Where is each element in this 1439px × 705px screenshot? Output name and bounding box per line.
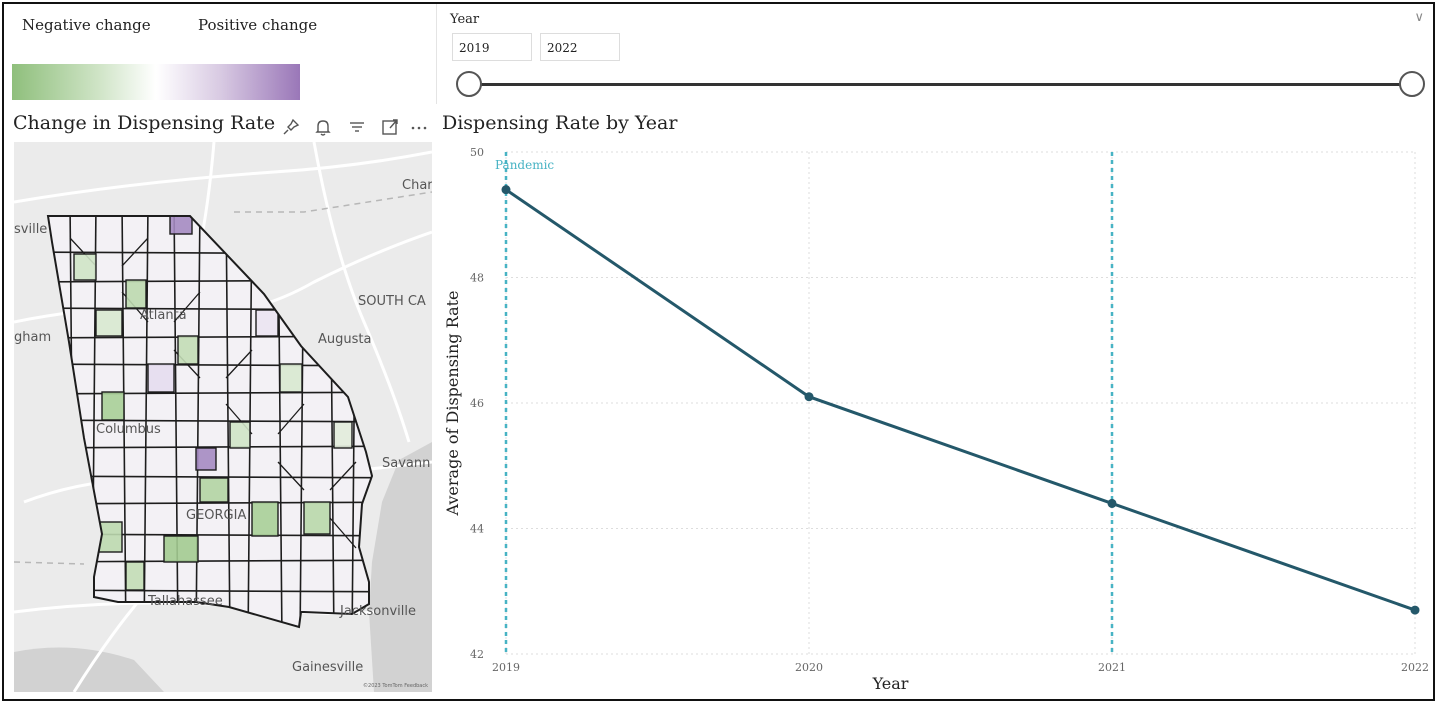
x-tick-label: 2020 bbox=[795, 661, 823, 674]
data-point[interactable] bbox=[1107, 498, 1117, 508]
data-point[interactable] bbox=[501, 185, 511, 195]
map-label-charlotte: Char bbox=[402, 178, 432, 193]
y-tick-label: 46 bbox=[470, 397, 484, 410]
map-label-nashville: sville bbox=[14, 222, 48, 237]
data-point[interactable] bbox=[804, 392, 814, 402]
map-label-jacksonville: Jacksonville bbox=[340, 604, 416, 619]
y-tick-label: 44 bbox=[470, 523, 484, 536]
focus-mode-icon[interactable] bbox=[379, 116, 401, 138]
georgia-outline bbox=[46, 215, 374, 629]
x-axis-title: Year bbox=[872, 674, 909, 693]
x-tick-label: 2021 bbox=[1098, 661, 1126, 674]
x-tick-label: 2022 bbox=[1401, 661, 1429, 674]
map-label-tallahassee: Tallahassee bbox=[148, 594, 223, 609]
slider-track[interactable] bbox=[468, 83, 1412, 86]
divider bbox=[436, 4, 437, 104]
slider-end-handle[interactable] bbox=[1399, 71, 1425, 97]
series-line bbox=[505, 188, 1416, 612]
map-title: Change in Dispensing Rate bbox=[13, 112, 276, 134]
map-label-augusta: Augusta bbox=[318, 332, 372, 347]
more-options-icon[interactable] bbox=[408, 116, 430, 138]
map-basemap bbox=[14, 142, 432, 692]
filter-icon[interactable] bbox=[346, 116, 368, 138]
chart-title: Dispensing Rate by Year bbox=[442, 112, 678, 134]
legend-gradient-bar bbox=[12, 64, 300, 100]
map-label-georgia: GEORGIA bbox=[186, 508, 247, 523]
legend-negative-label: Negative change bbox=[22, 16, 151, 34]
data-point[interactable] bbox=[1410, 605, 1420, 615]
y-tick-label: 50 bbox=[470, 146, 484, 159]
slider-start-handle[interactable] bbox=[456, 71, 482, 97]
map-label-atlanta: Atlanta bbox=[140, 308, 187, 323]
legend-positive-label: Positive change bbox=[198, 16, 318, 34]
color-legend: Negative change Positive change bbox=[22, 16, 322, 38]
map-label-birmingham: gham bbox=[14, 330, 52, 345]
map-label-gainesville: Gainesville bbox=[292, 660, 364, 675]
pin-icon[interactable] bbox=[280, 116, 302, 138]
slicer-end-input[interactable]: 2022 bbox=[540, 33, 620, 61]
chevron-down-icon[interactable]: ∨ bbox=[1414, 10, 1424, 25]
annotation-label: Pandemic bbox=[495, 158, 554, 172]
year-slicer: Year ∨ 2019 2022 bbox=[444, 6, 1433, 104]
x-tick-label: 2019 bbox=[492, 661, 520, 674]
map-label-columbus: Columbus bbox=[96, 422, 161, 437]
line-chart-visual: Dispensing Rate by Year Pandemic 42 44 46 4… bbox=[438, 108, 1433, 698]
visual-toolbar bbox=[280, 116, 430, 138]
slicer-start-input[interactable]: 2019 bbox=[452, 33, 532, 61]
map-label-savannah: Savann bbox=[382, 456, 431, 471]
y-tick-label: 42 bbox=[470, 648, 484, 661]
atlantic-ocean bbox=[369, 442, 432, 692]
line-chart[interactable]: Pandemic 42 44 46 48 50 2019 2020 2021 2022 Year… bbox=[438, 108, 1433, 698]
map-visual: Change in Dispensing Rate bbox=[10, 108, 434, 694]
georgia-county-map[interactable]: Char sville gham Atlanta SOUTH CA August… bbox=[14, 142, 432, 692]
slicer-title: Year bbox=[450, 12, 480, 27]
map-attribution[interactable]: ©2023 TomTom Feedback bbox=[363, 683, 428, 689]
y-axis-title: Average of Dispensing Rate bbox=[443, 290, 462, 516]
y-tick-label: 48 bbox=[470, 272, 484, 285]
bell-icon[interactable] bbox=[312, 116, 334, 138]
map-label-south-carolina: SOUTH CA bbox=[358, 294, 426, 309]
